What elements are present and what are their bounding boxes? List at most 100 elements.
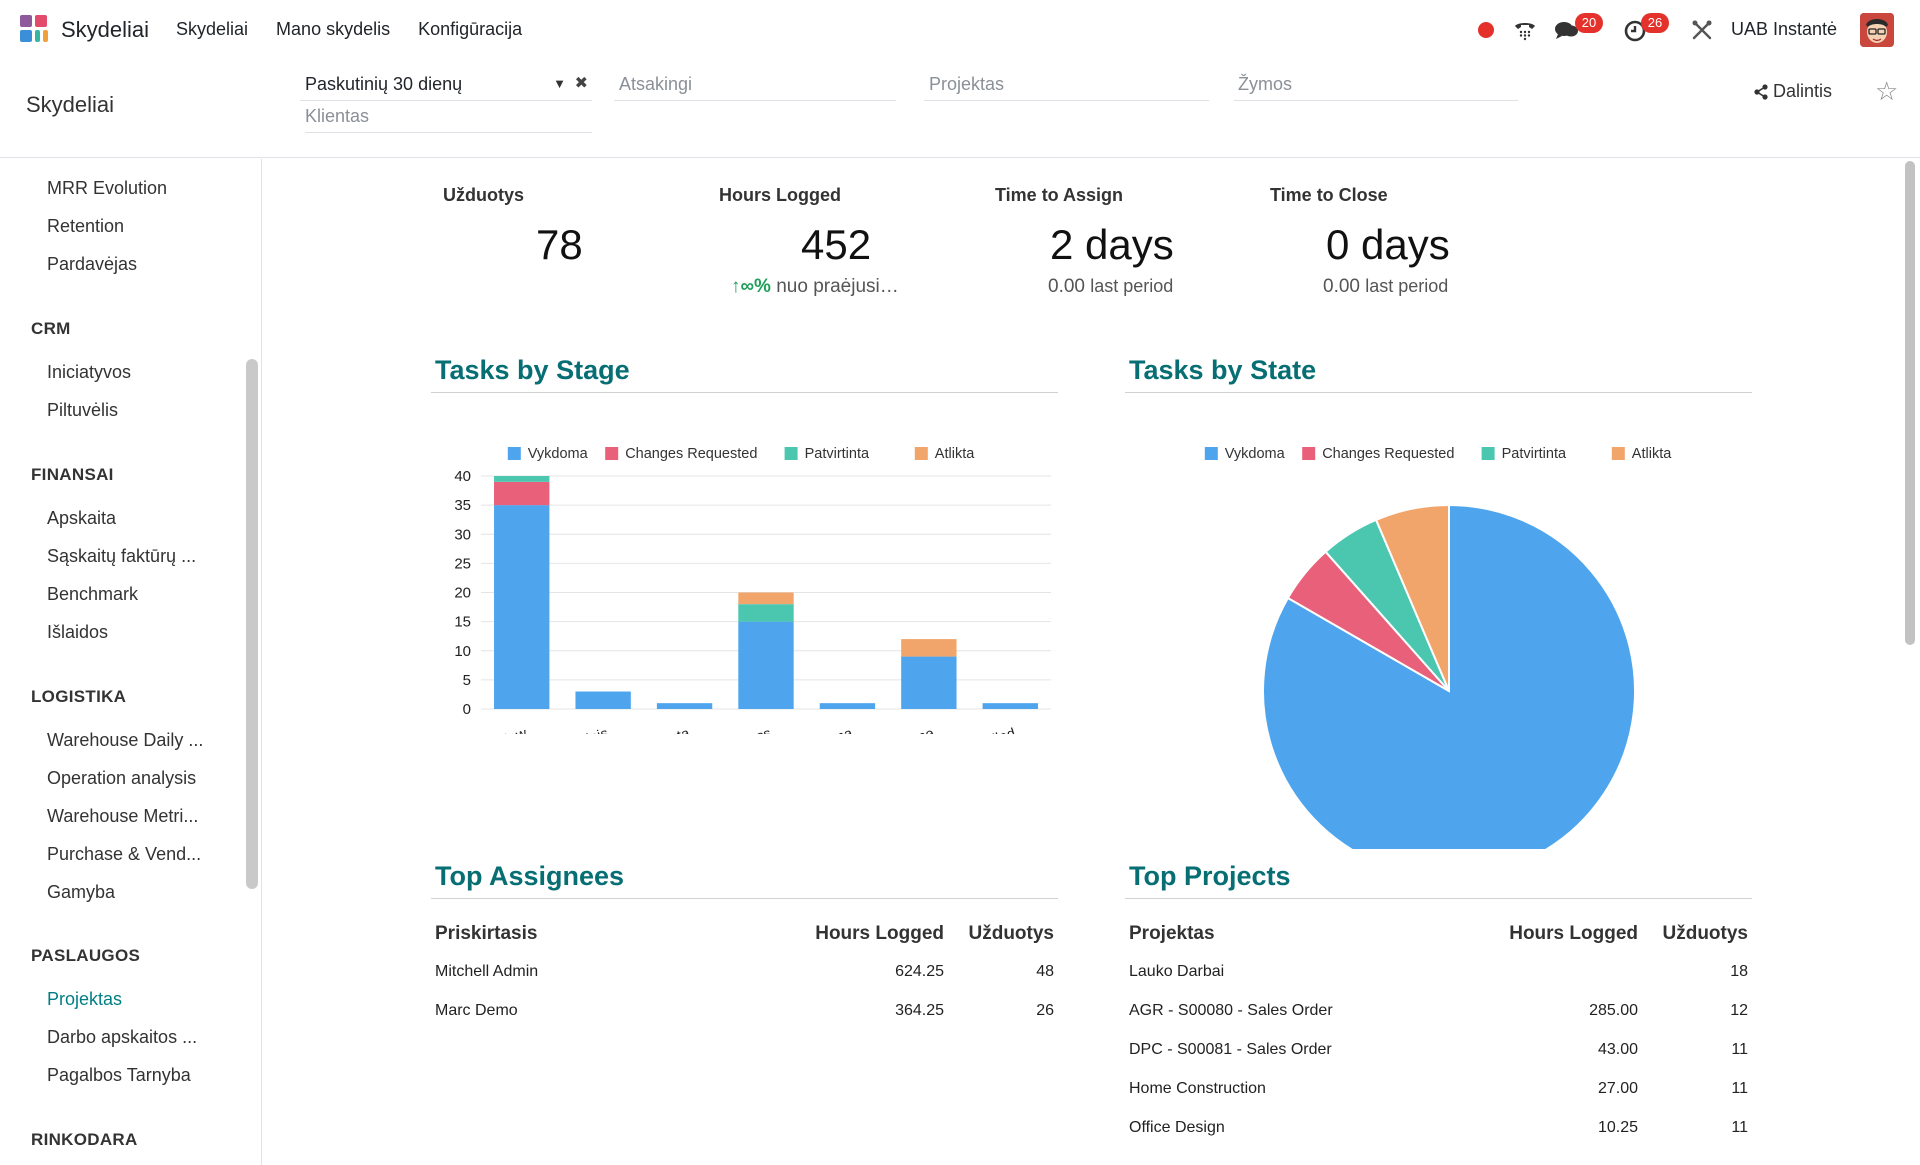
table-row[interactable]: Mitchell Admin 624.25 48: [431, 952, 1058, 991]
table-row[interactable]: Lauko Darbai 18: [1125, 952, 1752, 991]
tasks-by-stage-chart[interactable]: Vykdoma Changes Requested Patvirtinta Atlik…: [431, 399, 1061, 734]
kpi-sub-label: nuo praėjusi…: [776, 276, 899, 297]
sidebar-item-pardavejas[interactable]: Pardavėjas: [47, 254, 138, 274]
recording-indicator-icon[interactable]: [1478, 22, 1494, 38]
column-header-hours-logged[interactable]: Hours Logged: [815, 923, 944, 944]
kpi-sub-value: 0.00: [1323, 276, 1360, 297]
main-menu: Skydeliai Mano skydelis Konfigūracija: [176, 19, 522, 40]
assignee-hours: 364.25: [895, 1001, 944, 1019]
sidebar-item-mrr-evolution[interactable]: MRR Evolution: [47, 178, 168, 198]
project-filter-input[interactable]: Projektas: [924, 71, 1209, 101]
sidebar-item-piltuvelis[interactable]: Piltuvėlis: [47, 400, 119, 420]
tasks-by-state-chart[interactable]: Vykdoma Changes Requested Patvirtinta Atlik…: [1125, 399, 1755, 849]
sidebar-item-benchmark[interactable]: Benchmark: [47, 584, 139, 604]
share-icon: [1754, 83, 1768, 100]
table-row[interactable]: AGR - S00080 - Sales Order 285.00 12: [1125, 991, 1752, 1030]
kpi-comparison: 0.00 last period: [1048, 276, 1173, 298]
app-name[interactable]: Skydeliai: [61, 17, 150, 42]
legend-label: Vykdoma: [1225, 446, 1286, 462]
responsible-filter-input[interactable]: Atsakingi: [614, 71, 896, 101]
section-divider: [1125, 392, 1752, 393]
content-scrollbar[interactable]: [1905, 161, 1915, 645]
bar-segment: [494, 481, 550, 506]
phone-icon[interactable]: [1511, 16, 1539, 44]
column-header-hours-logged[interactable]: Hours Logged: [1509, 923, 1638, 944]
project-tasks: 11: [1731, 1079, 1748, 1097]
table-row[interactable]: Home Construction 27.00 11: [1125, 1069, 1752, 1108]
apps-menu-icon[interactable]: [20, 15, 48, 43]
messages-icon[interactable]: [1553, 16, 1581, 44]
project-hours: [1482, 952, 1642, 991]
tags-filter-input[interactable]: Žymos: [1234, 71, 1518, 101]
project-hours: 10.25: [1597, 1118, 1638, 1136]
project-name: AGR - S00080 - Sales Order: [1129, 1001, 1333, 1019]
project-tasks: 11: [1731, 1040, 1748, 1058]
bar-segment: [819, 703, 876, 709]
section-title-tasks-by-state: Tasks by State: [1129, 355, 1317, 385]
kpi-trend-value: ∞%: [740, 276, 771, 297]
company-switcher[interactable]: UAB Instantė: [1731, 19, 1838, 39]
project-name: DPC - S00081 - Sales Order: [1129, 1040, 1332, 1058]
x-tick-label: Suplanuota: [617, 725, 693, 734]
client-filter-input[interactable]: Klientas: [305, 103, 592, 133]
sidebar-item-gamyba[interactable]: Gamyba: [47, 882, 116, 902]
section-title-top-projects: Top Projects: [1129, 861, 1291, 891]
sidebar-item-darbo-apskaitos[interactable]: Darbo apskaitos ...: [47, 1027, 198, 1047]
tools-icon[interactable]: [1688, 16, 1716, 44]
date-filter-select[interactable]: Paskutinių 30 dienų ▼ ✖: [300, 71, 592, 101]
column-header-projektas[interactable]: Projektas: [1129, 923, 1215, 944]
sidebar-section-finansai: FINANSAI: [31, 465, 114, 484]
sidebar-item-pagalbos-tarnyba[interactable]: Pagalbos Tarnyba: [47, 1065, 191, 1085]
y-tick-label: 35: [454, 497, 471, 514]
sidebar-item-saskaitu-fakturu[interactable]: Sąskaitų faktūrų ...: [47, 546, 197, 566]
column-header-uzduotys[interactable]: Užduotys: [1662, 923, 1749, 944]
menu-konfiguracija[interactable]: Konfigūracija: [418, 19, 523, 39]
sidebar-item-warehouse-metrics[interactable]: Warehouse Metri...: [47, 806, 199, 826]
table-header-row: Projektas Hours Logged Užduotys: [1125, 916, 1752, 952]
user-avatar[interactable]: [1860, 13, 1894, 47]
x-tick-label: Vykdoma: [793, 725, 856, 734]
menu-mano-skydelis[interactable]: Mano skydelis: [276, 19, 391, 39]
section-title-top-assignees: Top Assignees: [435, 861, 625, 891]
sidebar-item-apskaita[interactable]: Apskaita: [47, 508, 117, 528]
sidebar-item-operation-analysis[interactable]: Operation analysis: [47, 768, 197, 788]
sidebar-item-iniciatyvos[interactable]: Iniciatyvos: [47, 362, 132, 382]
x-tick-label: Cancelled: [951, 726, 1017, 734]
bar-segment: [656, 703, 713, 709]
clear-filter-icon[interactable]: ✖: [574, 75, 588, 92]
y-tick-label: 15: [454, 614, 471, 631]
x-tick-label: Vidinis: [565, 726, 610, 734]
assignee-name: Marc Demo: [435, 1001, 518, 1019]
y-tick-label: 5: [463, 672, 471, 689]
kpi-title: Užduotys: [443, 185, 524, 205]
column-header-priskirtasis[interactable]: Priskirtasis: [435, 923, 538, 944]
kpi-sub-value: 0.00: [1048, 276, 1085, 297]
kpi-title: Time to Assign: [995, 185, 1124, 205]
sidebar-item-retention[interactable]: Retention: [47, 216, 125, 236]
table-row[interactable]: Office Design 10.25 11: [1125, 1108, 1752, 1147]
share-button[interactable]: Dalintis: [1753, 81, 1832, 102]
table-row[interactable]: DPC - S00081 - Sales Order 43.00 11: [1125, 1030, 1752, 1069]
project-name: Lauko Darbai: [1129, 962, 1225, 980]
share-label: Dalintis: [1773, 81, 1833, 101]
sidebar-scrollbar[interactable]: [246, 359, 258, 889]
favorite-star-icon[interactable]: ☆: [1875, 76, 1899, 106]
caret-down-icon[interactable]: ▼: [553, 76, 566, 91]
legend-swatch: [914, 447, 928, 460]
kpi-value: 0 days: [1326, 221, 1450, 268]
legend-swatch: [605, 447, 619, 460]
sidebar-item-purchase-vendor[interactable]: Purchase & Vend...: [47, 844, 202, 864]
sidebar-item-projektas[interactable]: Projektas: [47, 989, 123, 1009]
table-row[interactable]: Marc Demo 364.25 26: [431, 991, 1058, 1030]
menu-skydeliai[interactable]: Skydeliai: [176, 19, 249, 39]
section-divider: [1125, 898, 1752, 899]
column-header-uzduotys[interactable]: Užduotys: [968, 923, 1055, 944]
table-header-row: Priskirtasis Hours Logged Užduotys: [431, 916, 1058, 952]
trend-up-icon: ↑: [731, 276, 741, 297]
sidebar-item-islaidos[interactable]: Išlaidos: [47, 622, 109, 642]
section-divider: [431, 898, 1058, 899]
x-tick-label: In Progress: [698, 726, 773, 734]
project-tasks: 12: [1730, 1001, 1748, 1019]
dashboard-sidebar: MRR Evolution Retention Pardavėjas CRM I…: [0, 159, 262, 1165]
sidebar-item-warehouse-daily[interactable]: Warehouse Daily ...: [47, 730, 204, 750]
